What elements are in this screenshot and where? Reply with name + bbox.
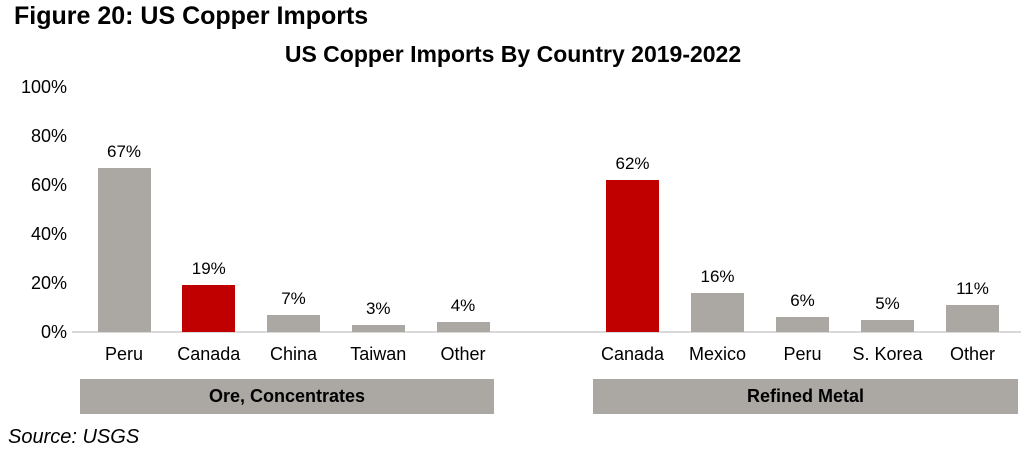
- bar-value-label: 11%: [956, 278, 989, 298]
- x-axis-line: [72, 331, 1021, 333]
- bar-skorea: [861, 319, 914, 332]
- bar-value-label: 5%: [875, 293, 900, 313]
- bar-value-label: 4%: [450, 296, 476, 316]
- bar-canada: [182, 285, 236, 332]
- category-label-peru: Peru: [783, 344, 822, 364]
- category-label-china: China: [269, 344, 318, 364]
- category-label-skorea: S. Korea: [852, 344, 923, 364]
- bar-taiwan: [351, 324, 405, 332]
- bar-value-label: 16%: [700, 266, 735, 286]
- bar-peru: [97, 167, 151, 332]
- bar-other: [436, 322, 490, 332]
- y-axis-tick: 80%: [30, 125, 67, 146]
- category-label-peru: Peru: [104, 344, 144, 364]
- category-label-mexico: Mexico: [688, 344, 746, 364]
- bar-value-label: 67%: [106, 141, 142, 161]
- source-note: Source: USGS: [8, 426, 140, 448]
- y-axis-tick: 40%: [30, 223, 67, 244]
- figure-title: Figure 20: US Copper Imports: [14, 2, 369, 30]
- group-band: Refined Metal: [593, 379, 1018, 414]
- y-axis-tick: 20%: [30, 272, 67, 293]
- category-label-canada: Canada: [600, 344, 665, 364]
- group-band: Ore, Concentrates: [80, 379, 494, 414]
- bar-mexico: [691, 292, 744, 332]
- y-axis-tick: 60%: [30, 174, 67, 195]
- bar-value-label: 19%: [191, 259, 226, 279]
- bar-other: [946, 304, 999, 332]
- y-axis-tick: 0%: [40, 322, 67, 342]
- bar-value-label: 62%: [615, 153, 650, 173]
- category-label-other: Other: [949, 344, 996, 364]
- bar-value-label: 3%: [365, 298, 391, 318]
- category-label-canada: Canada: [177, 344, 241, 364]
- bar-value-label: 7%: [281, 288, 306, 308]
- chart-title: US Copper Imports By Country 2019-2022: [284, 41, 742, 67]
- category-label-taiwan: Taiwan: [350, 344, 407, 364]
- bar-peru: [776, 317, 829, 332]
- bar-canada: [606, 179, 659, 332]
- bar-value-label: 6%: [790, 291, 815, 311]
- bar-china: [267, 314, 320, 332]
- y-axis-tick: 100%: [20, 76, 67, 97]
- category-label-other: Other: [440, 344, 486, 364]
